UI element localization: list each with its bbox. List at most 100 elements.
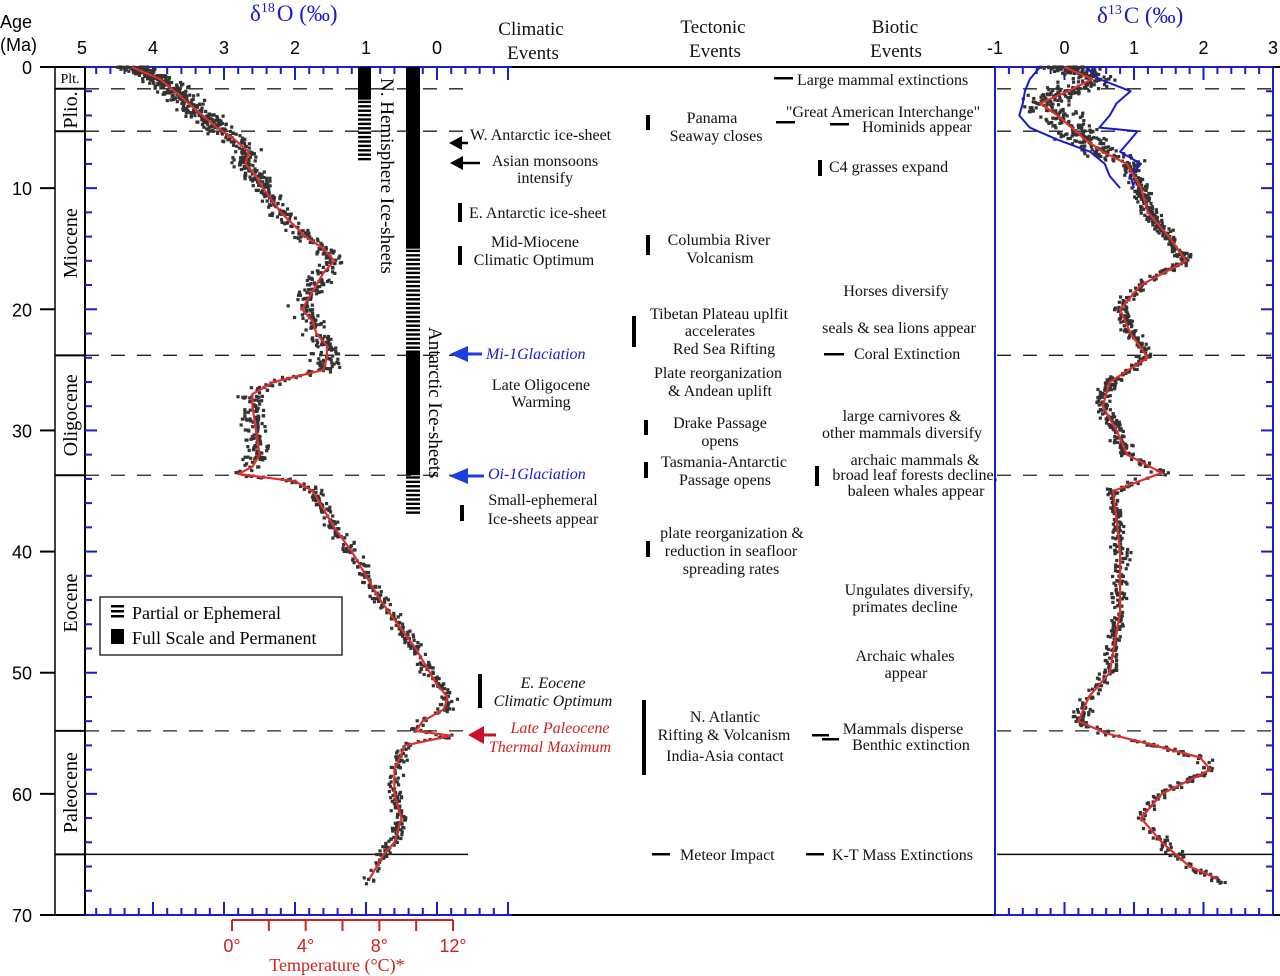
data-point: [319, 353, 323, 357]
data-point: [1093, 150, 1097, 154]
data-point: [1072, 710, 1076, 714]
data-point: [1147, 197, 1151, 201]
data-point: [333, 533, 337, 538]
data-point: [256, 174, 260, 178]
data-point: [1147, 191, 1151, 196]
data-point: [315, 269, 319, 273]
data-point: [229, 129, 233, 134]
data-point: [352, 541, 356, 545]
event-dash: [822, 738, 839, 741]
data-point: [319, 241, 323, 245]
d13c-tick-label: 2: [1198, 38, 1208, 58]
data-point: [1119, 328, 1123, 332]
data-point: [279, 218, 284, 222]
data-point: [1047, 88, 1051, 92]
data-point: [1113, 438, 1117, 442]
data-point: [301, 316, 305, 320]
data-point: [363, 575, 367, 579]
data-point: [153, 86, 157, 90]
data-point: [249, 400, 253, 404]
event-bar: [644, 462, 648, 478]
data-point: [401, 773, 406, 777]
data-point: [1068, 136, 1072, 141]
data-point: [265, 388, 270, 392]
data-point: [306, 283, 310, 287]
data-point: [267, 205, 271, 209]
antarctic-ice-bar-partial: [406, 507, 420, 510]
data-point: [388, 851, 392, 855]
data-point: [1110, 648, 1114, 652]
nh-ice-bar-partial: [358, 149, 371, 152]
data-point: [447, 701, 451, 705]
data-point: [257, 399, 261, 403]
data-point: [431, 666, 435, 670]
data-point: [1072, 80, 1076, 84]
data-point: [1199, 754, 1203, 759]
data-point: [1059, 135, 1063, 139]
data-point: [397, 765, 401, 769]
data-point: [334, 258, 338, 262]
data-point: [401, 825, 405, 830]
data-point: [215, 123, 219, 127]
antarctic-ice-bar-partial: [406, 476, 420, 479]
data-point: [1116, 440, 1120, 445]
data-point: [1159, 213, 1164, 218]
data-point: [1111, 536, 1115, 540]
data-point: [1059, 99, 1064, 103]
data-point: [1077, 76, 1081, 80]
data-point: [262, 175, 266, 180]
data-point: [1088, 79, 1093, 84]
data-point: [1104, 670, 1108, 674]
data-point: [330, 354, 335, 358]
data-point: [1082, 711, 1086, 715]
data-point: [220, 132, 224, 136]
arrow-icon: [449, 136, 468, 150]
data-point: [1111, 158, 1115, 162]
data-point: [241, 457, 245, 462]
red-arrow-icon: [468, 726, 496, 744]
data-point: [258, 457, 262, 462]
data-point: [1109, 629, 1114, 633]
data-point: [333, 262, 337, 266]
data-point: [1051, 116, 1055, 120]
data-point: [325, 336, 330, 340]
event-archaic-mammals-2: broad leaf forests decline,: [832, 467, 997, 484]
data-point: [1091, 709, 1095, 713]
data-point: [298, 231, 302, 235]
data-point: [1098, 393, 1102, 398]
data-point: [134, 72, 138, 76]
data-point: [358, 561, 362, 566]
data-point: [1033, 100, 1037, 104]
data-point: [175, 100, 179, 104]
data-point: [192, 103, 196, 107]
data-point: [1069, 71, 1073, 75]
data-point: [1097, 78, 1101, 82]
data-point: [441, 697, 446, 701]
data-point: [1103, 388, 1107, 392]
event-meteor: Meteor Impact: [680, 847, 775, 864]
data-point: [271, 194, 275, 199]
data-point: [316, 494, 320, 498]
data-point: [1071, 77, 1075, 81]
data-point: [1093, 68, 1097, 72]
data-point: [1162, 227, 1166, 231]
data-point: [236, 395, 240, 399]
data-point: [289, 224, 293, 228]
data-point: [307, 313, 311, 317]
antarctic-ice-bar-partial: [406, 337, 420, 341]
data-point: [1130, 364, 1134, 368]
data-point: [1105, 646, 1109, 650]
data-point: [1210, 766, 1214, 771]
data-point: [404, 747, 408, 751]
biotic-events: Large mammal extinctions "Great American…: [774, 72, 998, 864]
data-point: [1066, 96, 1070, 100]
data-point: [1145, 802, 1149, 806]
data-point: [1108, 439, 1112, 443]
data-point: [1118, 534, 1122, 538]
data-point: [1132, 164, 1136, 169]
data-point: [167, 78, 171, 82]
data-point: [1028, 106, 1032, 110]
data-point: [381, 845, 385, 849]
data-point: [314, 486, 318, 491]
data-point: [120, 65, 124, 69]
